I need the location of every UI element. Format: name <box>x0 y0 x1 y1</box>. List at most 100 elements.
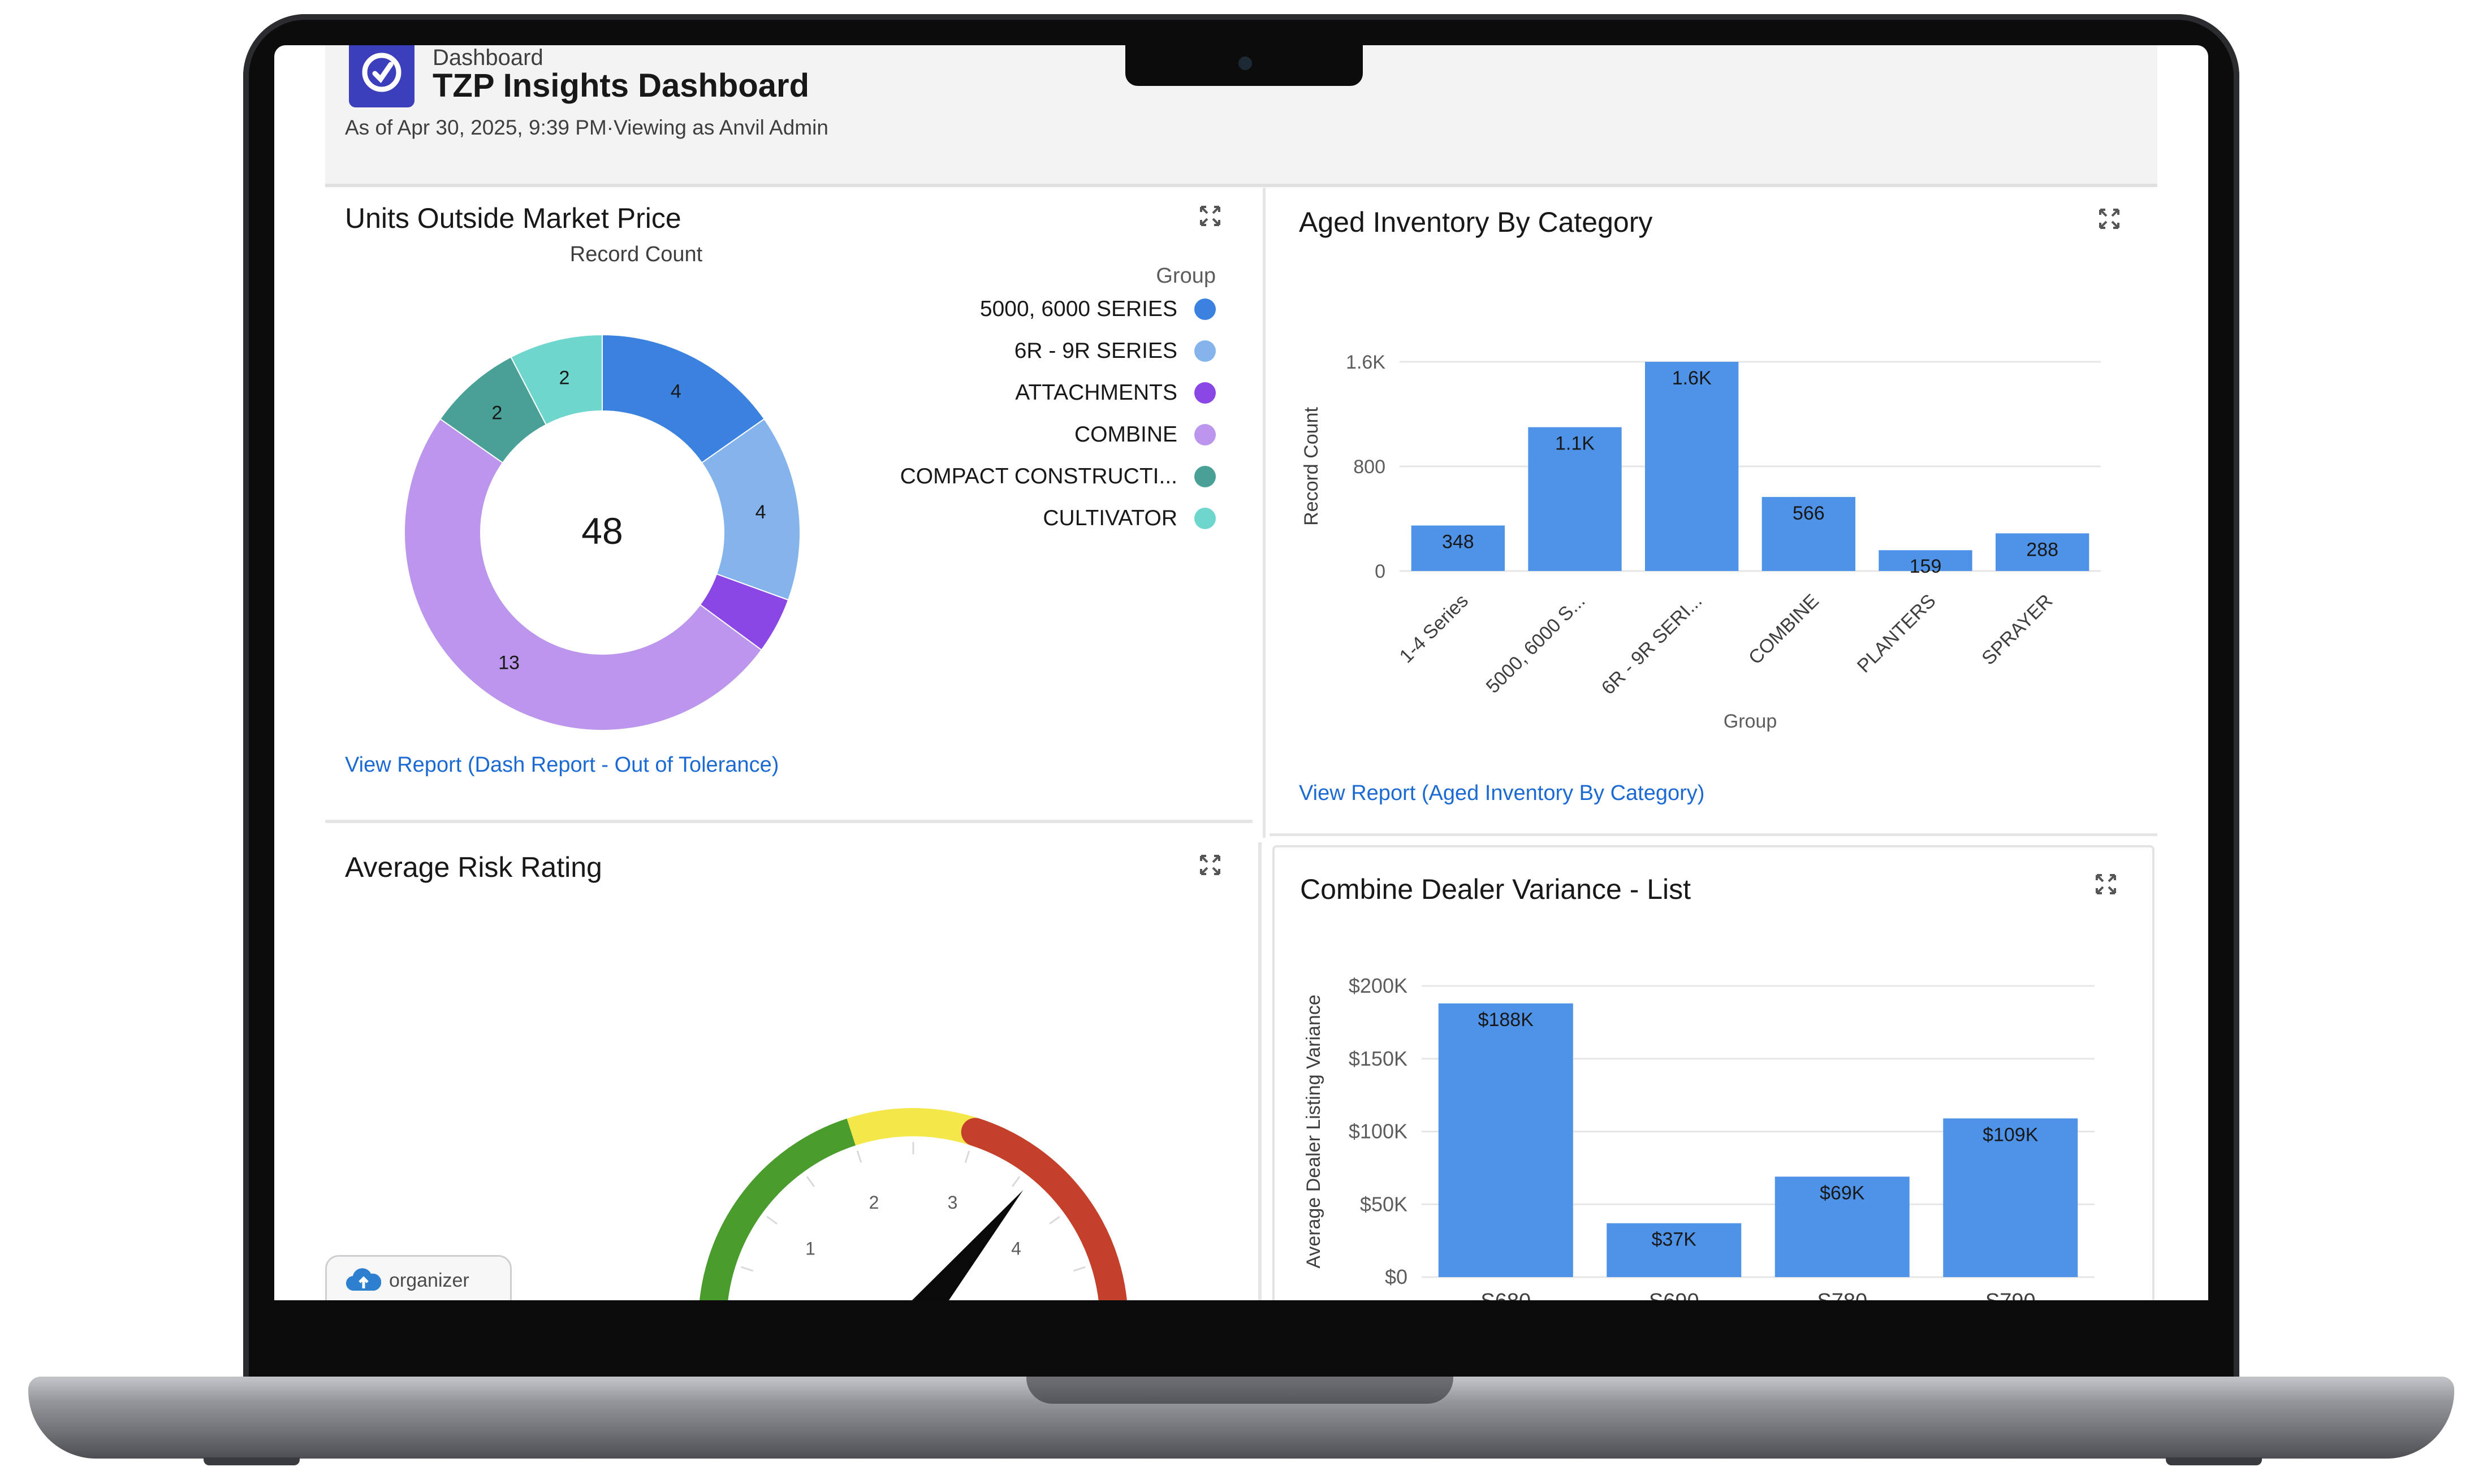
bar <box>1943 1118 2078 1277</box>
y-tick-label: $100K <box>1349 1120 1407 1143</box>
legend-item[interactable]: ATTACHMENTS <box>1015 379 1216 407</box>
bar-data-label: $69K <box>1820 1182 1865 1204</box>
y-tick-label: $200K <box>1349 974 1407 997</box>
organizer-label: organizer <box>389 1269 469 1291</box>
donut-slice-label: 13 <box>498 652 520 673</box>
gauge-needle <box>912 1189 1024 1300</box>
x-axis-title: Group <box>1724 711 1777 732</box>
legend-swatch <box>1194 508 1216 529</box>
legend-swatch <box>1194 424 1216 445</box>
gauge-tick-label: 2 <box>869 1192 879 1213</box>
x-category-label: S780 <box>1817 1290 1867 1300</box>
legend-item[interactable]: COMPACT CONSTRUCTI... <box>900 462 1216 491</box>
y-tick-label: $150K <box>1349 1047 1407 1070</box>
donut-legend: 5000, 6000 SERIES 6R - 9R SERIES ATTACHMEN… <box>834 295 1216 550</box>
legend-item[interactable]: 6R - 9R SERIES <box>1014 337 1216 365</box>
combine-dealer-variance-card: Combine Dealer Variance - List $0 $50K $10… <box>1272 845 2155 1300</box>
x-category-label: 1-4 Series <box>1396 590 1473 667</box>
bar-data-label: $188K <box>1478 1009 1534 1031</box>
donut-slice <box>701 418 801 601</box>
x-category-label: COMBINE <box>1745 590 1823 669</box>
expand-icon[interactable] <box>2095 873 2117 895</box>
donut-slice-label: 2 <box>491 403 502 424</box>
x-category-label: S680 <box>1480 1290 1531 1300</box>
bar-data-label: 288 <box>2026 539 2058 560</box>
laptop-base-notch <box>1026 1377 1453 1404</box>
donut-slice <box>404 418 763 732</box>
donut-slice <box>510 334 603 426</box>
gauge-tick-label: 1 <box>805 1239 815 1259</box>
laptop-foot-right <box>2166 1457 2262 1465</box>
bar <box>1761 497 1855 571</box>
gauge-tick <box>964 1150 970 1163</box>
gauge-band <box>847 1108 980 1146</box>
legend-label: CULTIVATOR <box>1043 506 1177 530</box>
units-outside-market-card: Units Outside Market Price Record Count … <box>325 188 1253 807</box>
page-title: TZP Insights Dashboard <box>433 67 810 104</box>
legend-label: COMBINE <box>1074 422 1177 447</box>
bar <box>1607 1223 1742 1277</box>
donut-slice <box>602 334 765 464</box>
card-divider <box>1258 842 1262 1300</box>
x-category-label: SPRAYER <box>1978 590 2057 669</box>
combine-variance-bar-chart: $0 $50K $100K $150K $200K $188K S680 $37K S690 $6… <box>1303 974 2095 1300</box>
bar-data-label: 1.1K <box>1555 433 1595 455</box>
view-report-link-aged-inventory[interactable]: View Report (Aged Inventory By Category) <box>1299 781 1705 805</box>
donut-slice-label: 4 <box>671 380 681 402</box>
bar <box>1411 525 1505 571</box>
x-category-label: 6R - 9R SERI... <box>1597 590 1707 699</box>
aged-inventory-card: Aged Inventory By Category 0 800 1.6K 348 1-… <box>1270 188 2157 836</box>
card-title: Average Risk Rating <box>345 851 602 883</box>
y-tick-label: $0 <box>1385 1265 1407 1288</box>
gauge-band <box>700 1118 856 1300</box>
y-tick-label: 800 <box>1353 456 1385 478</box>
breadcrumb[interactable]: Dashboard <box>433 45 543 70</box>
view-report-link-out-of-tolerance[interactable]: View Report (Dash Report - Out of Tolera… <box>345 753 779 777</box>
bar-data-label: 1.6K <box>1672 367 1712 389</box>
legend-label: COMPACT CONSTRUCTI... <box>900 464 1177 488</box>
y-tick-label: $50K <box>1360 1192 1407 1215</box>
bar-data-label: 159 <box>1910 556 1942 577</box>
page-subtitle: As of Apr 30, 2025, 9:39 PM·Viewing as A… <box>345 116 828 139</box>
bar <box>1879 550 1972 571</box>
card-title: Units Outside Market Price <box>345 202 681 234</box>
bar <box>1645 362 1739 571</box>
bar <box>1438 1003 1573 1277</box>
legend-swatch <box>1194 340 1216 362</box>
x-category-label: S790 <box>1985 1290 2036 1300</box>
gauge-tick-label: 3 <box>948 1192 958 1213</box>
camera-icon <box>1238 57 1252 70</box>
gauge-tick <box>741 1266 754 1272</box>
bar-data-label: 348 <box>1442 531 1474 553</box>
bar <box>1528 427 1622 571</box>
organizer-tab[interactable]: organizer <box>325 1255 512 1300</box>
expand-icon[interactable] <box>1199 854 1221 876</box>
expand-icon[interactable] <box>1199 205 1221 227</box>
y-axis-title: Record Count <box>1301 407 1322 526</box>
y-tick-label: 0 <box>1375 561 1385 582</box>
legend-label: 6R - 9R SERIES <box>1014 339 1177 363</box>
x-category-label: S690 <box>1649 1290 1699 1300</box>
expand-icon[interactable] <box>2098 207 2121 230</box>
risk-rating-gauge: 012345 <box>700 1108 1127 1300</box>
donut-slice-label: 4 <box>755 501 766 523</box>
dashboard-header: Dashboard TZP Insights Dashboard As of A… <box>325 45 2157 187</box>
legend-item[interactable]: COMBINE <box>1074 421 1216 449</box>
average-risk-rating-card: Average Risk Rating 012345 <box>325 825 1253 1300</box>
legend-item[interactable]: CULTIVATOR <box>1043 504 1216 533</box>
legend-swatch <box>1194 382 1216 404</box>
x-category-label: PLANTERS <box>1853 590 1940 677</box>
donut-center-total: 48 <box>581 510 623 552</box>
gauge-tick <box>1049 1215 1060 1225</box>
laptop-foot-left <box>204 1457 300 1465</box>
dashboard-app-icon <box>349 45 415 107</box>
gauge-icon <box>362 53 401 92</box>
x-category-label: 5000, 6000 S... <box>1482 590 1590 698</box>
legend-item[interactable]: 5000, 6000 SERIES <box>980 295 1216 323</box>
bar-data-label: $109K <box>1983 1124 2039 1145</box>
gauge-band <box>961 1118 1127 1300</box>
bar-data-label: $37K <box>1652 1229 1697 1251</box>
bar <box>1996 533 2089 571</box>
card-title: Aged Inventory By Category <box>1299 206 1653 238</box>
